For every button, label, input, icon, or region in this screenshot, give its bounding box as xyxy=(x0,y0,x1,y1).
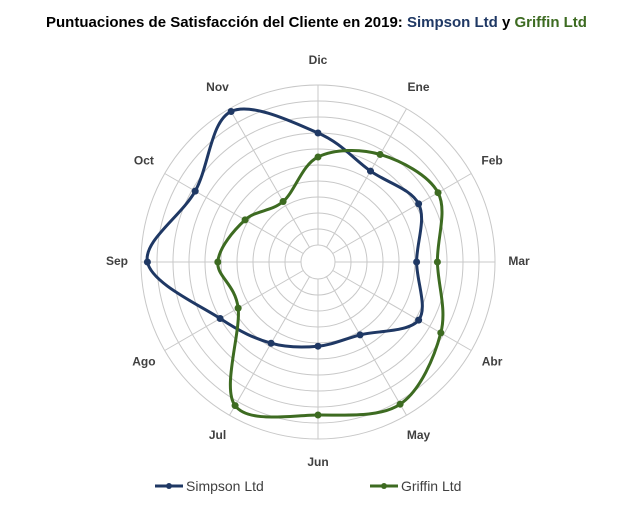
category-label-oct: Oct xyxy=(134,154,154,168)
data-point-simpson-oct xyxy=(191,187,199,195)
data-point-simpson-ene xyxy=(367,167,374,175)
data-point-griffin-may xyxy=(396,400,404,408)
category-label-dic: Dic xyxy=(309,53,328,67)
data-point-griffin-jul xyxy=(231,402,239,410)
legend-swatch-griffin xyxy=(370,483,398,489)
category-label-nov: Nov xyxy=(206,80,229,94)
data-point-griffin-oct xyxy=(241,216,249,224)
category-label-jun: Jun xyxy=(307,455,328,469)
grid-spoke xyxy=(326,108,407,248)
grid-ring xyxy=(300,244,336,280)
legend-item-griffin: Griffin Ltd xyxy=(370,478,461,494)
data-point-griffin-ene xyxy=(376,150,384,158)
grid-spoke xyxy=(332,270,472,351)
title-series-2: Griffin Ltd xyxy=(514,14,587,31)
category-label-ago: Ago xyxy=(132,355,155,369)
data-point-simpson-ago xyxy=(216,315,224,322)
data-point-simpson-jul xyxy=(267,339,275,347)
grid-spoke xyxy=(164,270,304,351)
data-point-simpson-jun xyxy=(314,342,322,350)
data-point-simpson-nov xyxy=(227,107,235,115)
data-point-simpson-dic xyxy=(314,129,322,137)
title-conj: y xyxy=(497,14,515,31)
data-point-simpson-sep xyxy=(143,258,151,266)
title-prefix: Puntuaciones de Satisfacción del Cliente… xyxy=(46,14,407,31)
category-label-sep: Sep xyxy=(106,254,128,268)
data-point-griffin-ago xyxy=(234,304,242,312)
legend-item-simpson: Simpson Ltd xyxy=(155,478,264,494)
legend-swatch-simpson xyxy=(155,483,183,489)
category-labels: Dic Ene Feb Mar Abr May Jun Jul Ago Sep Oct Nov xyxy=(106,53,530,469)
category-label-abr: Abr xyxy=(482,355,503,369)
radar-series xyxy=(143,107,445,419)
legend-label-simpson: Simpson Ltd xyxy=(186,478,264,494)
data-point-griffin-dic xyxy=(314,153,322,161)
data-point-simpson-may xyxy=(356,331,364,339)
data-point-simpson-mar xyxy=(413,258,421,266)
title-series-1: Simpson Ltd xyxy=(406,14,498,31)
grid-spoke xyxy=(332,173,472,254)
data-point-griffin-abr xyxy=(437,329,445,337)
radar-grid xyxy=(140,84,496,440)
category-label-mar: Mar xyxy=(508,254,530,268)
category-label-may: May xyxy=(407,428,431,442)
data-point-griffin-mar xyxy=(433,258,441,266)
grid-spoke xyxy=(164,173,304,254)
series-line-simpson xyxy=(145,107,424,349)
data-point-simpson-feb xyxy=(415,200,423,208)
chart-title: Puntuaciones de Satisfacción del Cliente… xyxy=(0,14,633,31)
data-point-griffin-feb xyxy=(434,189,442,197)
data-point-griffin-jun xyxy=(314,411,322,419)
data-point-simpson-abr xyxy=(415,316,423,324)
category-label-ene: Ene xyxy=(407,80,429,94)
data-point-griffin-nov xyxy=(279,198,287,206)
grid-spoke xyxy=(326,276,407,416)
data-point-griffin-sep xyxy=(214,258,222,266)
grid-spoke xyxy=(229,108,310,248)
legend-label-griffin: Griffin Ltd xyxy=(401,478,462,494)
category-label-feb: Feb xyxy=(481,154,502,168)
category-label-jul: Jul xyxy=(209,428,226,442)
